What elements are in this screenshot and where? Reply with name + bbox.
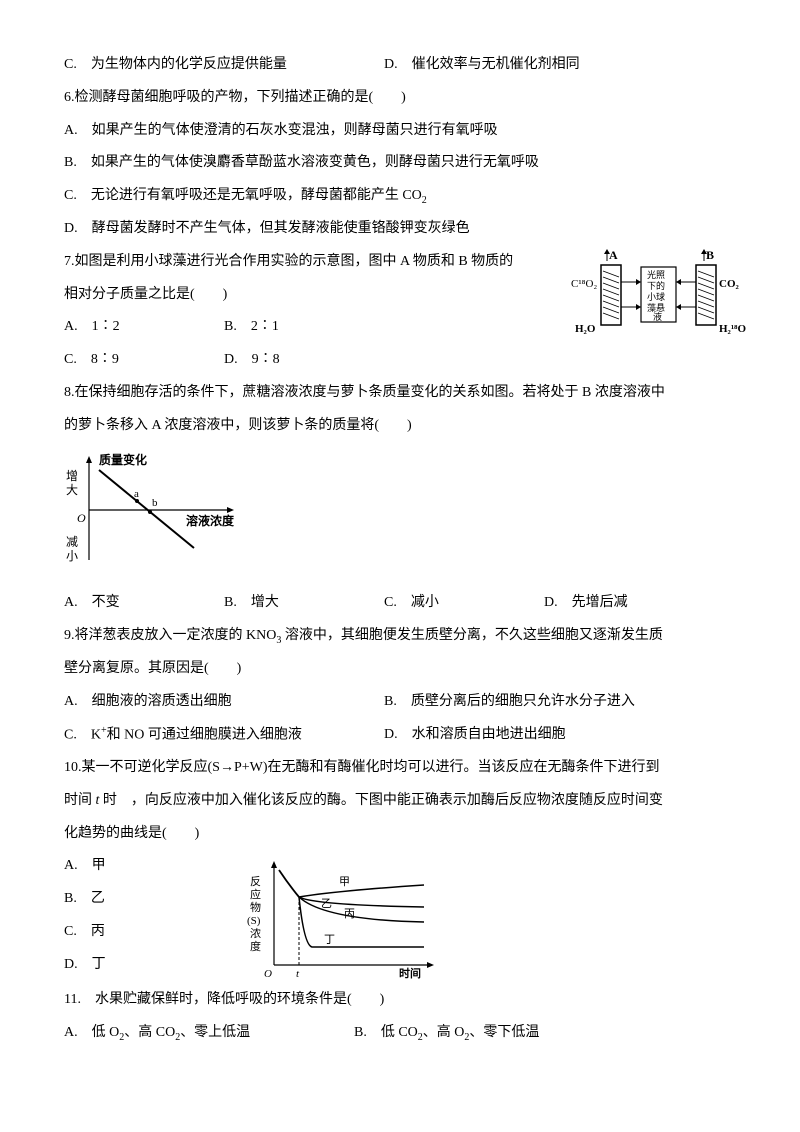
q10-yl-6: 度: [250, 939, 261, 953]
q10-xlabel: 时间: [399, 966, 421, 980]
q8-ytop-2: 大: [66, 483, 78, 497]
q8-stem2: 的萝卜条移入 A 浓度溶液中，则该萝卜条的质量将( ): [64, 411, 736, 442]
q7-left-top: C¹⁸O₂: [571, 278, 597, 290]
q8-pt-a: a: [134, 488, 139, 500]
q7-opt-b: B. 2∶1: [224, 312, 384, 343]
q5-opt-d: D. 催化效率与无机催化剂相同: [384, 50, 580, 81]
q6-opt-b: B. 如果产生的气体使溴麝香草酚蓝水溶液变黄色，则酵母菌只进行无氧呼吸: [64, 148, 736, 179]
q9-options-ab: A. 细胞液的溶质透出细胞 B. 质壁分离后的细胞只允许水分子进入: [64, 687, 736, 718]
q7-options-cd: C. 8∶9 D. 9∶8: [64, 345, 736, 376]
q10-yl-4: (S): [247, 915, 261, 927]
q9-stem1: 9.将洋葱表皮放入一定浓度的 KNO3 溶液中，其细胞便发生质壁分离，不久这些细…: [64, 621, 736, 652]
q11-a-pre: A. 低 O: [64, 1025, 119, 1040]
q10-options: A. 甲 B. 乙 C. 丙 D. 丁: [64, 851, 244, 982]
q6-opt-c-sub: 2: [422, 195, 427, 206]
q10-opt-a: A. 甲: [64, 851, 244, 882]
q11-b-post: 、零下低温: [469, 1025, 539, 1040]
q11-b-pre: B. 低 CO: [354, 1025, 418, 1040]
q7-label-a: A: [609, 248, 618, 262]
q8-ylabel: 质量变化: [99, 452, 147, 467]
q7-wrap: 7.如图是利用小球藻进行光合作用实验的示意图，图中 A 物质和 B 物质的 相对…: [64, 247, 736, 376]
q10-opt-c: C. 丙: [64, 917, 244, 948]
q7-center-2: 下的: [647, 280, 665, 291]
q5-options-cd: C. 为生物体内的化学反应提供能量 D. 催化效率与无机催化剂相同: [64, 50, 736, 81]
q10-opt-b: B. 乙: [64, 884, 244, 915]
q10-c3: 丙: [344, 908, 355, 920]
q10-origin: O: [264, 968, 272, 980]
q9-opt-b: B. 质壁分离后的细胞只允许水分子进入: [384, 687, 635, 718]
q10-c1: 甲: [339, 876, 350, 888]
q7-label-b: B: [706, 248, 714, 262]
q7-center-5: 液: [653, 311, 662, 322]
q9-opt-d: D. 水和溶质自由地进出细胞: [384, 720, 566, 751]
q7-right-top: CO₂: [719, 278, 740, 290]
q8-opt-b: B. 增大: [224, 588, 384, 619]
q6-opt-c: C. 无论进行有氧呼吸还是无氧呼吸，酵母菌都能产生 CO2: [64, 181, 736, 212]
q6-opt-a: A. 如果产生的气体使澄清的石灰水变混浊，则酵母菌只进行有氧呼吸: [64, 116, 736, 147]
q7-opt-d: D. 9∶8: [224, 345, 384, 376]
q10-yl-1: 反: [250, 875, 261, 888]
q8-graph: 质量变化 增 大 减 小 O 溶液浓度 a b: [64, 450, 244, 570]
q8-ytop-1: 增: [66, 469, 78, 483]
q10-yl-2: 应: [250, 887, 261, 901]
q7-opt-a: A. 1∶2: [64, 312, 224, 343]
q8-pt-b: b: [152, 497, 158, 509]
q11-options-ab: A. 低 O2、高 CO2、零上低温 B. 低 CO2、高 O2、零下低温: [64, 1018, 736, 1049]
q11-a-post: 、零上低温: [180, 1025, 250, 1040]
q11-opt-a: A. 低 O2、高 CO2、零上低温: [64, 1018, 354, 1049]
q10-t: t: [296, 968, 300, 980]
q10-stem1: 10.某一不可逆化学反应(S→P+W)在无酶和有酶催化时均可以进行。当该反应在无…: [64, 753, 736, 784]
q9-stem1-post: 溶液中，其细胞便发生质壁分离，不久这些细胞又逐渐发生质: [281, 628, 663, 643]
q10-stem2-post: 时 ，向反应液中加入催化该反应的酶。下图中能正确表示加酶后反应物浓度随反应时间变: [99, 793, 663, 808]
q9-opt-c-post: 和 NO 可通过细胞膜进入细胞液: [107, 727, 302, 742]
q10-yl-3: 物: [250, 900, 261, 914]
q10-stem2: 时间 t 时 ，向反应液中加入催化该反应的酶。下图中能正确表示加酶后反应物浓度随…: [64, 786, 736, 817]
q8-opt-d: D. 先增后减: [544, 588, 704, 619]
q8-opt-c: C. 减小: [384, 588, 544, 619]
q9-options-cd: C. K+和 NO 可通过细胞膜进入细胞液 D. 水和溶质自由地进出细胞: [64, 720, 736, 751]
q9-opt-c: C. K+和 NO 可通过细胞膜进入细胞液: [64, 720, 384, 751]
q6-opt-d: D. 酵母菌发酵时不产生气体，但其发酵液能使重铬酸钾变灰绿色: [64, 214, 736, 245]
q6-stem: 6.检测酵母菌细胞呼吸的产物，下列描述正确的是( ): [64, 83, 736, 114]
q11-stem: 11. 水果贮藏保鲜时，降低呼吸的环境条件是( ): [64, 985, 736, 1016]
q8-stem1: 8.在保持细胞存活的条件下，蔗糖溶液浓度与萝卜条质量变化的关系如图。若将处于 B…: [64, 378, 736, 409]
q10-c2: 乙: [321, 897, 332, 910]
q8-xlabel: 溶液浓度: [186, 513, 235, 528]
q8-origin: O: [77, 511, 86, 525]
q10-opt-d: D. 丁: [64, 950, 244, 981]
q9-stem1-pre: 9.将洋葱表皮放入一定浓度的 KNO: [64, 628, 276, 643]
q8-opt-a: A. 不变: [64, 588, 224, 619]
q5-opt-c: C. 为生物体内的化学反应提供能量: [64, 50, 384, 81]
q10-yl-5: 浓: [250, 927, 261, 940]
q7-opt-c: C. 8∶9: [64, 345, 224, 376]
q7-center-1: 光照: [647, 269, 665, 280]
q8-ybot-1: 减: [66, 535, 78, 549]
q7-center-3: 小球: [647, 291, 665, 302]
q9-opt-c-pre: C. K: [64, 727, 101, 742]
q11-b-mid: 、高 O: [423, 1025, 465, 1040]
q11-opt-b: B. 低 CO2、高 O2、零下低温: [354, 1018, 539, 1049]
q8-options: A. 不变 B. 增大 C. 减小 D. 先增后减: [64, 588, 736, 619]
q7-diagram: A B 光照 下的 小球 藻悬 液: [571, 247, 746, 342]
q10-wrap: A. 甲 B. 乙 C. 丙 D. 丁 反 应 物 (S) 浓 度 O 时间 t…: [64, 851, 736, 985]
q10-graph: 反 应 物 (S) 浓 度 O 时间 t 甲 乙 丙 丁: [244, 855, 444, 985]
q10-c4: 丁: [324, 934, 335, 946]
q10-stem3: 化趋势的曲线是( ): [64, 819, 736, 850]
q9-opt-a: A. 细胞液的溶质透出细胞: [64, 687, 384, 718]
q9-stem2: 壁分离复原。其原因是( ): [64, 654, 736, 685]
q10-stem2-pre: 时间: [64, 793, 96, 808]
q11-a-mid: 、高 CO: [124, 1025, 175, 1040]
q6-opt-c-text: C. 无论进行有氧呼吸还是无氧呼吸，酵母菌都能产生 CO: [64, 188, 422, 203]
q8-ybot-2: 小: [66, 549, 78, 563]
q7-left-bot: H₂O: [575, 323, 596, 335]
q7-right-bot: H₂¹⁸O: [719, 323, 746, 335]
